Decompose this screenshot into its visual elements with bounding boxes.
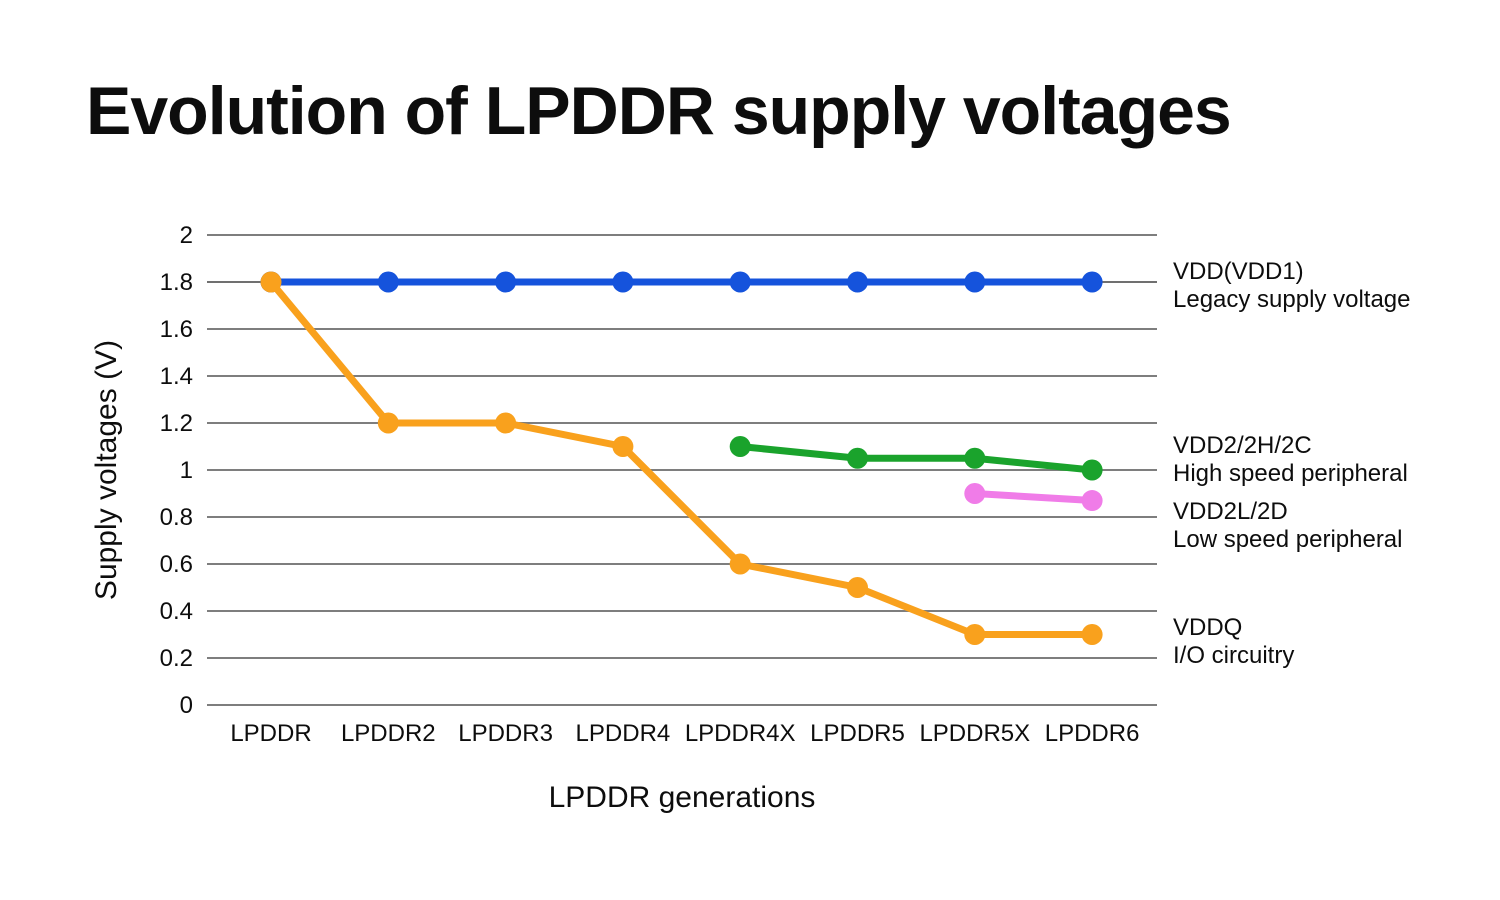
data-point: [612, 436, 634, 457]
data-point: [964, 624, 986, 645]
y-tick-label: 1.6: [160, 316, 193, 343]
data-point: [729, 271, 751, 293]
y-tick-label: 0: [180, 692, 193, 719]
y-tick-label: 0.6: [160, 551, 193, 578]
y-tick-label: 1.2: [160, 410, 193, 437]
y-tick-label: 1.4: [160, 363, 193, 390]
series-line: [268, 279, 1093, 638]
legend-series-description: Legacy supply voltage: [1173, 286, 1411, 313]
y-tick-label: 0.2: [160, 645, 193, 672]
x-tick-label: LPDDR: [230, 720, 311, 747]
x-tick-label: LPDDR3: [458, 720, 553, 747]
data-point: [964, 271, 986, 293]
data-point: [1081, 624, 1103, 645]
data-point: [260, 271, 282, 293]
data-point: [847, 447, 868, 469]
x-tick-label: LPDDR4X: [685, 720, 796, 747]
data-point: [495, 412, 517, 434]
data-point: [729, 436, 751, 457]
legend-vdd2-2h-2c: VDD2/2H/2C High speed peripheral: [1173, 432, 1408, 488]
y-tick-label: 2: [180, 222, 193, 249]
data-point: [377, 271, 399, 293]
chart-title: Evolution of LPDDR supply voltages: [86, 73, 1232, 149]
x-tick-label: LPDDR2: [341, 720, 436, 747]
data-point: [495, 271, 517, 293]
legend-series-name: VDD2/2H/2C: [1173, 432, 1312, 459]
data-point: [729, 553, 751, 575]
legend-series-name: VDDQ: [1173, 614, 1243, 641]
legend-series-description: I/O circuitry: [1173, 642, 1295, 669]
data-point: [1081, 459, 1103, 481]
y-tick-label: 0.8: [160, 504, 193, 531]
legend-vddq: VDDQ I/O circuitry: [1173, 614, 1294, 670]
y-tick-label: 1: [180, 457, 193, 484]
data-point: [1081, 490, 1103, 512]
data-point: [964, 483, 986, 504]
data-point: [1081, 271, 1103, 293]
legend-vdd-vdd1: VDD(VDD1) Legacy supply voltage: [1173, 258, 1411, 314]
data-point: [847, 577, 868, 598]
data-point: [964, 447, 986, 469]
y-tick-label: 0.4: [160, 598, 193, 625]
y-tick-label: 1.8: [160, 269, 193, 296]
data-point: [612, 271, 634, 293]
x-tick-label: LPDDR5X: [919, 720, 1030, 747]
x-tick-label: LPDDR6: [1045, 720, 1140, 747]
x-tick-label: LPDDR5: [810, 720, 905, 747]
x-axis-title: LPDDR generations: [548, 781, 816, 814]
legend-series-description: Low speed peripheral: [1173, 526, 1403, 553]
legend-series-name: VDD(VDD1): [1173, 258, 1304, 285]
data-point: [847, 271, 868, 293]
x-tick-label: LPDDR4: [576, 720, 671, 747]
legend-series-name: VDD2L/2D: [1173, 498, 1288, 525]
series-line: [974, 490, 1093, 505]
series-line: [739, 443, 1093, 474]
legend-series-description: High speed peripheral: [1173, 460, 1408, 487]
legend-vdd2l-2d: VDD2L/2D Low speed peripheral: [1173, 498, 1403, 554]
data-point: [377, 412, 399, 434]
